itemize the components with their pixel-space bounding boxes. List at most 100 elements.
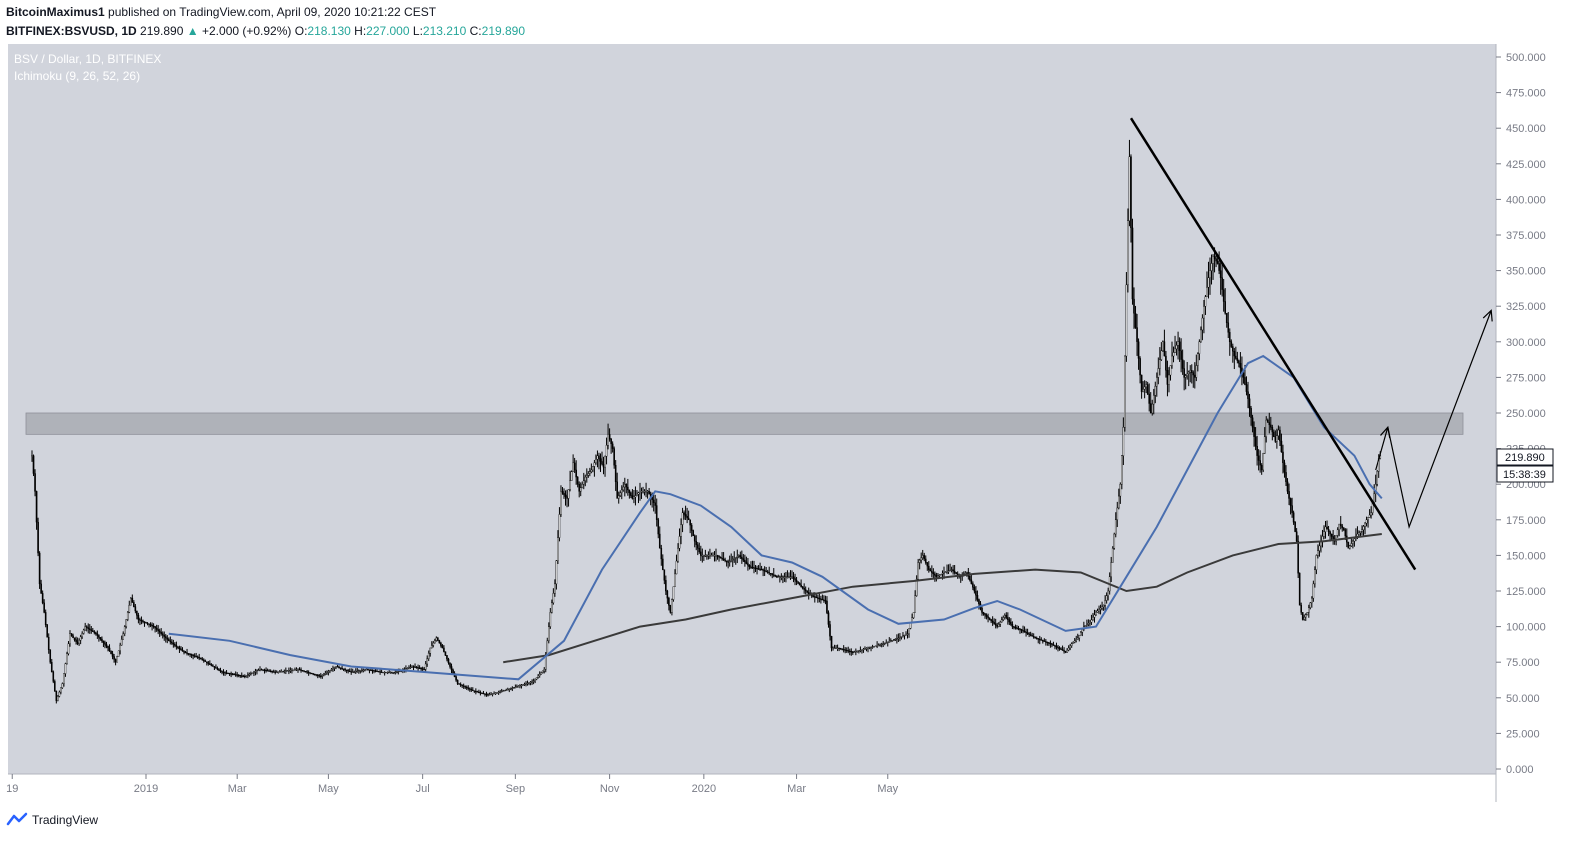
descending-trendline[interactable] bbox=[1129, 117, 1417, 571]
candle-body bbox=[1052, 644, 1055, 646]
y-tick-label: 300.000 bbox=[1506, 337, 1546, 349]
candle-body bbox=[40, 583, 42, 594]
candle-body bbox=[604, 455, 606, 468]
candle-body bbox=[216, 668, 219, 670]
candle-body bbox=[96, 633, 99, 636]
x-tick-label: Sep bbox=[506, 783, 526, 795]
candle-body bbox=[815, 596, 818, 598]
candle-body bbox=[788, 576, 790, 578]
projection-path[interactable] bbox=[1375, 310, 1492, 530]
candle-body bbox=[274, 671, 277, 673]
candle-body bbox=[236, 674, 239, 676]
candle-body bbox=[450, 666, 453, 671]
candle-body bbox=[736, 556, 739, 558]
y-tick-label: 150.000 bbox=[1506, 550, 1546, 562]
candle-body bbox=[303, 670, 305, 672]
candle-body bbox=[1174, 348, 1176, 353]
candle-body bbox=[716, 555, 719, 557]
candle-body bbox=[440, 642, 442, 646]
candle-body bbox=[517, 686, 520, 688]
candle-body bbox=[917, 562, 919, 580]
candle-body bbox=[377, 671, 380, 673]
candle-body bbox=[937, 575, 939, 577]
candle-body bbox=[215, 667, 217, 669]
candle-body bbox=[230, 673, 232, 675]
candle-body bbox=[465, 686, 468, 689]
candle-body bbox=[1152, 395, 1155, 405]
candle-body bbox=[883, 642, 886, 645]
candle-body bbox=[1019, 628, 1021, 630]
x-tick-label: 19 bbox=[6, 783, 18, 795]
candle-body bbox=[689, 519, 691, 526]
candle-body bbox=[560, 491, 562, 515]
y-tick-label: 275.000 bbox=[1506, 372, 1546, 384]
candle-body bbox=[1128, 156, 1131, 221]
price-axis[interactable]: 500.000 475.000 450.000 425.000 400.000 375.0… bbox=[1496, 52, 1546, 776]
candle-body bbox=[633, 496, 635, 499]
candle-body bbox=[757, 568, 760, 570]
candle-body bbox=[855, 651, 857, 653]
candle-body bbox=[272, 671, 275, 673]
candle-body bbox=[772, 574, 775, 576]
candle-body bbox=[616, 481, 618, 499]
candle-body bbox=[374, 670, 377, 672]
candle-body bbox=[575, 469, 577, 478]
candle-body bbox=[361, 669, 363, 672]
candle-body bbox=[941, 573, 944, 575]
candle-body bbox=[189, 653, 191, 655]
candle-body bbox=[628, 489, 631, 493]
candle-body bbox=[731, 559, 734, 561]
candle-body bbox=[972, 583, 974, 588]
candle-body bbox=[157, 629, 159, 632]
candle-body bbox=[423, 668, 425, 670]
candle-body bbox=[754, 567, 757, 569]
brand-name[interactable]: TradingView bbox=[32, 813, 99, 827]
candle-body bbox=[376, 670, 378, 673]
resistance-zone[interactable] bbox=[25, 412, 1464, 435]
candle-body bbox=[519, 685, 521, 687]
candle-body bbox=[412, 666, 415, 668]
candle-body bbox=[696, 544, 699, 549]
candle-body bbox=[1291, 505, 1293, 513]
candle-body bbox=[1193, 374, 1196, 378]
candle-body bbox=[712, 555, 714, 557]
candle-body bbox=[698, 548, 701, 553]
candle-body bbox=[830, 636, 833, 649]
candle-body bbox=[237, 674, 240, 677]
candle-body bbox=[175, 645, 178, 647]
candle-body bbox=[184, 652, 187, 654]
candle-body bbox=[640, 491, 643, 493]
candle-body bbox=[768, 572, 770, 574]
candle-body bbox=[1317, 550, 1319, 556]
candle-body bbox=[1022, 630, 1024, 632]
candle-body bbox=[728, 561, 731, 563]
x-tick-label: May bbox=[877, 783, 898, 795]
candle-body bbox=[1101, 606, 1103, 609]
candle-body bbox=[487, 694, 489, 696]
candle-body bbox=[646, 491, 649, 493]
candle-body bbox=[655, 505, 658, 520]
candle-body bbox=[1155, 377, 1158, 387]
candle-body bbox=[693, 535, 696, 542]
candle-body bbox=[803, 587, 805, 590]
candle-body bbox=[32, 455, 35, 474]
candle-body bbox=[257, 669, 260, 672]
candle-body bbox=[128, 605, 131, 613]
candle-body bbox=[297, 669, 299, 671]
chart-header: BitcoinMaximus1 published on TradingView… bbox=[6, 4, 525, 39]
candle-body bbox=[724, 559, 726, 561]
candle-body bbox=[543, 669, 546, 672]
candle-body bbox=[864, 648, 866, 650]
author-name[interactable]: BitcoinMaximus1 bbox=[6, 5, 105, 19]
candle-body bbox=[350, 671, 353, 673]
candle-body bbox=[947, 570, 950, 572]
candle-body bbox=[1370, 512, 1372, 516]
chart-background bbox=[8, 44, 1496, 774]
candle-body bbox=[824, 600, 827, 602]
candle-body bbox=[608, 434, 611, 440]
time-axis[interactable]: 19 2019 Mar May Jul Sep Nov 2020 Mar May bbox=[6, 774, 899, 795]
candle-body bbox=[607, 434, 609, 446]
candle-body bbox=[593, 462, 596, 467]
x-tick-label: Mar bbox=[787, 783, 806, 795]
